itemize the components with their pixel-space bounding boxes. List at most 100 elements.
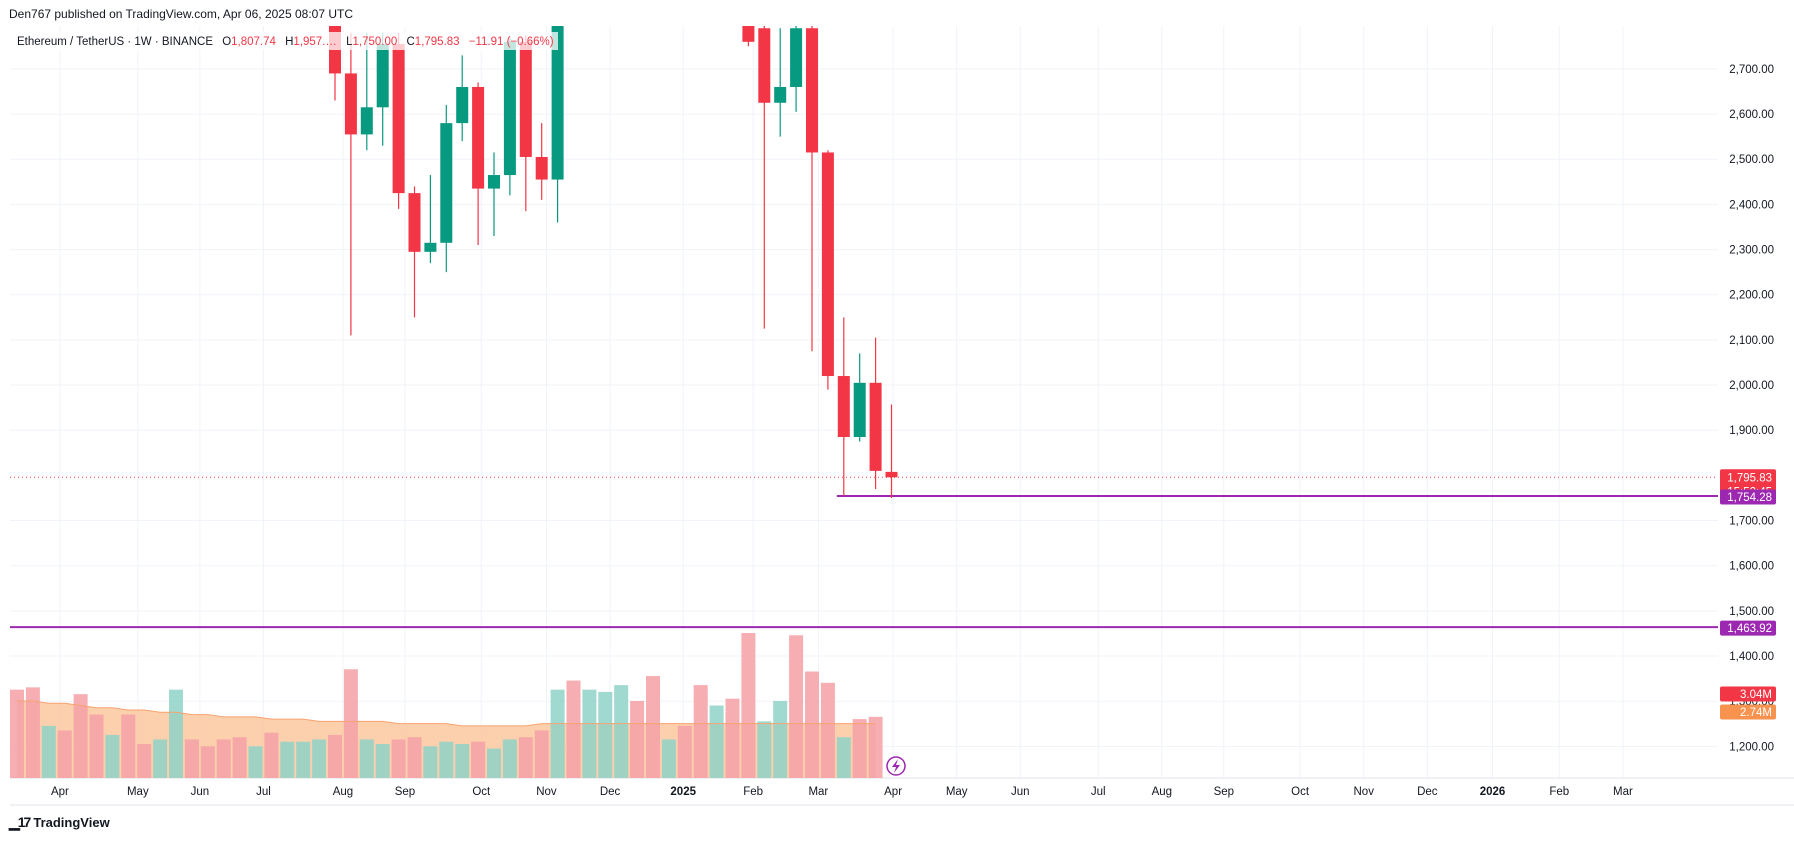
volume-bar xyxy=(232,737,247,778)
time-tick-label: Nov xyxy=(536,786,557,798)
price-tick-label: 2,200.00 xyxy=(1729,290,1774,302)
candle-body xyxy=(806,28,818,153)
candle-body xyxy=(519,41,532,157)
legend-open-value: 1,807.74 xyxy=(231,36,276,48)
time-tick-label: Apr xyxy=(884,786,902,798)
volume-bar xyxy=(534,730,549,778)
candle xyxy=(456,55,469,142)
candle xyxy=(774,28,787,137)
legend: Ethereum / TetherUS · 1W · BINANCE O1,80… xyxy=(17,36,554,48)
time-tick-label: Nov xyxy=(1354,786,1375,798)
volume-bar xyxy=(852,719,867,778)
volume-bar xyxy=(709,705,724,778)
volume-bar xyxy=(471,741,486,778)
volume-bar xyxy=(280,741,295,778)
price-tick-label: 1,200.00 xyxy=(1729,741,1774,753)
price-axis[interactable]: 2,700.00 2,600.00 2,500.00 2,400.00 2,300.00… xyxy=(1720,64,1776,753)
volume-bar xyxy=(359,739,374,778)
legend-symbol: Ethereum / TetherUS · 1W · BINANCE xyxy=(17,36,213,48)
volume-bar xyxy=(343,669,358,778)
candle-body xyxy=(503,41,516,176)
tradingview-logo[interactable]: ▁17 TradingView xyxy=(9,814,110,831)
volume-bar xyxy=(614,685,629,778)
time-axis[interactable]: Apr May Jun Jul Aug Sep Oct Nov Dec 2025 Feb Mar Apr… xyxy=(51,786,1633,798)
candle-body xyxy=(360,107,373,135)
time-tick-label: Sep xyxy=(1214,786,1234,798)
candle xyxy=(790,26,803,112)
candle-body xyxy=(790,28,803,87)
time-tick-label: Jul xyxy=(256,786,271,798)
volume-pane xyxy=(10,633,883,778)
price-tick-label: 2,400.00 xyxy=(1729,199,1774,211)
candle xyxy=(440,105,453,273)
time-tick-label: 2026 xyxy=(1480,786,1506,798)
price-tick-label: 2,100.00 xyxy=(1729,335,1774,347)
volume-ma-badge-bg xyxy=(1720,704,1776,720)
volume-bar xyxy=(423,746,438,778)
candle-body xyxy=(488,175,500,189)
legend-high-label: H xyxy=(285,36,293,48)
time-tick-label: Apr xyxy=(51,786,69,798)
candle-body xyxy=(440,123,453,243)
time-tick-label: Oct xyxy=(1291,786,1310,798)
time-tick-label: Oct xyxy=(472,786,491,798)
volume-bar xyxy=(328,734,342,778)
candle xyxy=(503,37,516,196)
volume-badge-bg xyxy=(1720,686,1776,702)
price-tick-label: 2,700.00 xyxy=(1729,64,1774,76)
volume-bar xyxy=(789,635,804,778)
time-tick-label: Sep xyxy=(395,786,415,798)
lightning-icon[interactable] xyxy=(886,756,906,776)
volume-bar xyxy=(661,739,676,778)
volume-bar xyxy=(137,744,152,778)
candle xyxy=(519,35,532,212)
legend-open-label: O xyxy=(222,36,231,48)
candle xyxy=(472,82,485,246)
volume-bar xyxy=(725,698,740,778)
candle-body xyxy=(869,382,882,471)
price-tick-label: 2,000.00 xyxy=(1729,380,1774,392)
volume-bar xyxy=(805,671,819,778)
candle xyxy=(376,32,389,146)
candle xyxy=(392,32,405,209)
candles xyxy=(329,26,898,498)
volume-bar xyxy=(518,737,533,778)
level-badge: 1,463.92 xyxy=(1727,623,1772,635)
candle xyxy=(488,152,500,237)
volume-bar xyxy=(375,744,390,778)
candle xyxy=(758,26,771,329)
legend-low-value: 1,750.00 xyxy=(353,36,398,48)
price-tick-label: 1,500.00 xyxy=(1729,606,1774,618)
price-tick-label: 1,600.00 xyxy=(1729,561,1774,573)
volume-badge: 3.04M xyxy=(1740,689,1772,701)
legend-change: −11.91 (−0.66%) xyxy=(469,36,554,48)
candle-body xyxy=(456,86,469,124)
candle-body xyxy=(821,152,834,377)
candle xyxy=(408,186,421,318)
volume-bar xyxy=(757,721,772,778)
volume-ma-area xyxy=(17,700,876,778)
volume-bar xyxy=(121,714,136,778)
candle xyxy=(869,337,882,489)
volume-bar xyxy=(439,741,454,778)
grid-lines xyxy=(10,26,1794,806)
volume-bar xyxy=(630,700,645,778)
volume-bar xyxy=(741,633,756,778)
legend-close-label: C xyxy=(406,36,414,48)
time-tick-label: May xyxy=(946,786,968,798)
candle-body xyxy=(551,26,564,180)
candle-body xyxy=(472,86,485,189)
volume-ma-badge: 2.74M xyxy=(1740,707,1772,719)
tradingview-icon: ▁17 xyxy=(9,814,31,830)
volume-bar xyxy=(836,737,851,778)
candle-body xyxy=(535,156,548,180)
candle xyxy=(535,123,548,200)
time-tick-label: Mar xyxy=(808,786,828,798)
volume-bar xyxy=(312,739,327,778)
volume-bar xyxy=(455,744,470,778)
candle-body xyxy=(392,44,405,194)
price-tick-label: 2,300.00 xyxy=(1729,245,1774,257)
volume-bar xyxy=(693,685,708,778)
volume-bar xyxy=(502,739,517,778)
